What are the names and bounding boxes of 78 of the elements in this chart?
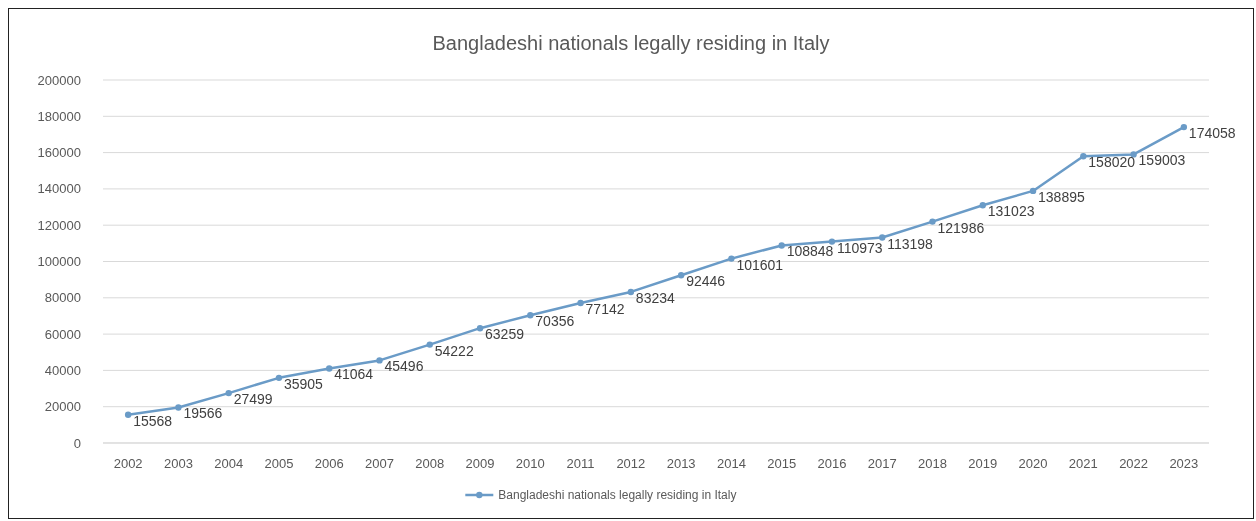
x-tick-label: 2020 [1018, 456, 1048, 471]
point [1180, 123, 1188, 131]
x-tick-label: 2023 [1169, 456, 1199, 471]
data-label: 15568 [133, 412, 173, 429]
point [426, 341, 433, 348]
data-label: 41064 [334, 366, 374, 383]
y-tick-label: 80000 [44, 290, 81, 306]
data-label: 54222 [434, 342, 474, 359]
data-label: 70356 [535, 313, 575, 330]
data-label: 158020 [1088, 154, 1136, 171]
chart-title: Bangladeshi nationals legally residing in Italy [432, 32, 830, 54]
point [376, 357, 383, 364]
x-tick-label: 2021 [1068, 456, 1098, 471]
data-label: 63259 [485, 326, 525, 343]
x-tick-label: 2005 [264, 456, 294, 471]
point [879, 234, 886, 241]
point [1029, 187, 1037, 195]
data-label: 174058 [1188, 125, 1236, 142]
y-tick-label: 20000 [44, 399, 81, 415]
x-tick-label: 2015 [767, 456, 797, 471]
x-tick-label: 2018 [918, 456, 947, 471]
point [677, 272, 685, 279]
y-tick-label: 60000 [44, 326, 81, 342]
data-label: 113198 [887, 235, 934, 252]
data-label: 92446 [686, 273, 726, 290]
y-tick-label: 180000 [37, 108, 81, 124]
data-label: 77142 [585, 300, 625, 317]
x-tick-label: 2007 [365, 456, 394, 471]
y-tick-label: 120000 [37, 217, 81, 233]
data-label: 45496 [384, 358, 424, 375]
point [627, 288, 635, 296]
x-tick-label: 2009 [465, 456, 495, 471]
x-tick-label: 2008 [415, 456, 445, 471]
y-tick-label: 200000 [37, 72, 81, 88]
data-label: 110973 [836, 239, 883, 256]
y-tick-label: 0 [73, 435, 81, 451]
data-label: 138895 [1038, 188, 1085, 205]
point [778, 242, 785, 249]
point [476, 324, 484, 332]
x-tick-label: 2017 [867, 456, 897, 471]
point [979, 201, 986, 209]
x-tick-label: 2013 [666, 456, 696, 471]
point [275, 374, 283, 382]
data-label: 35905 [283, 375, 324, 392]
data-label: 108848 [786, 243, 834, 260]
point [1080, 152, 1087, 160]
data-label: 83234 [635, 289, 676, 306]
data-label: 121986 [937, 219, 985, 236]
x-tick-label: 2019 [968, 456, 998, 471]
x-tick-label: 2006 [314, 456, 344, 471]
data-label: 131023 [987, 203, 1035, 220]
point [728, 255, 735, 262]
x-tick-label: 2016 [817, 456, 847, 471]
y-tick-label: 160000 [37, 145, 81, 161]
x-tick-label: 2011 [566, 456, 595, 471]
x-tick-label: 2014 [716, 456, 746, 471]
point [828, 238, 836, 245]
point [577, 299, 584, 307]
point [527, 312, 534, 319]
data-label: 101601 [736, 256, 784, 273]
y-tick-label: 140000 [37, 181, 81, 197]
y-tick-label: 40000 [44, 362, 81, 378]
data-label: 19566 [183, 405, 223, 422]
x-tick-label: 2012 [616, 456, 646, 471]
data-label: 159003 [1138, 152, 1186, 169]
data-label: 27499 [233, 391, 273, 408]
point [175, 404, 182, 411]
y-tick-label: 100000 [37, 254, 81, 270]
legend-label: Bangladeshi nationals legally residing in Italy [498, 488, 737, 503]
x-tick-label: 2003 [163, 456, 193, 471]
point [929, 218, 936, 225]
point [124, 411, 132, 418]
x-tick-label: 2022 [1119, 456, 1149, 471]
point [326, 365, 333, 372]
point [225, 389, 232, 397]
x-tick-label: 2002 [113, 456, 143, 471]
x-tick-label: 2004 [214, 456, 244, 471]
x-tick-label: 2010 [515, 456, 545, 471]
